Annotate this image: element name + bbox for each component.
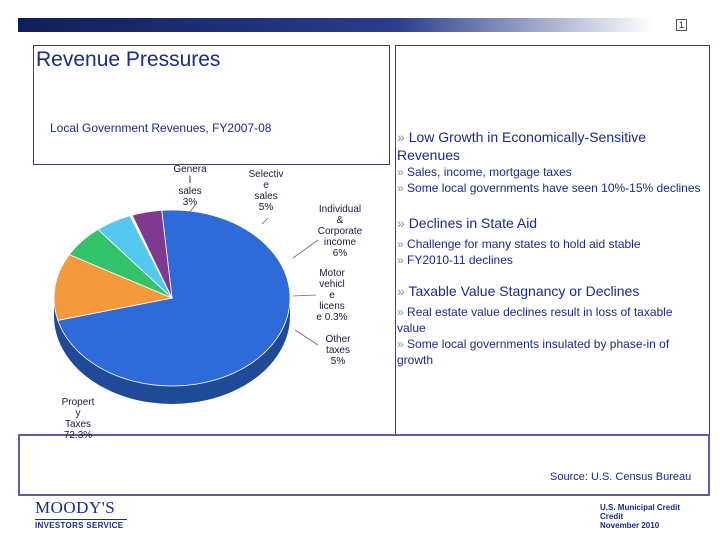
leader-line [261, 217, 269, 225]
slice-label: Selectiv e sales 5% [248, 169, 283, 213]
leader-line [189, 204, 196, 213]
bullet-marker: » [397, 181, 404, 195]
bullet-item-text: Real estate value declines result in los… [397, 305, 673, 335]
bullet-item: » Some local governments insulated by ph… [397, 336, 702, 368]
bullet-item: » Some local governments have seen 10%-1… [397, 180, 702, 196]
leader-line [292, 294, 317, 297]
bullet-heading-text: Declines in State Aid [408, 215, 538, 231]
bullet-heading: » Low Growth in Economically-Sensitive R… [397, 128, 702, 164]
slice-label: Propert y Taxes 72.3% [62, 397, 95, 441]
bullet-marker: » [397, 237, 404, 251]
bullet-item-text: FY2010-11 declines [407, 253, 513, 267]
bullet-heading: » Taxable Value Stagnancy or Declines [397, 282, 702, 300]
slice-label: Motor vehicl e licens e 0.3% [316, 268, 347, 323]
slice-label: Other taxes 5% [325, 334, 351, 367]
bullet-marker: » [397, 165, 404, 179]
footer-line-1: U.S. Municipal Credit [600, 503, 681, 512]
bullet-marker: » [397, 253, 404, 267]
footer-date: November 2010 [600, 521, 660, 530]
left-title-panel [33, 45, 390, 165]
bullet-item-text: Challenge for many states to hold aid st… [407, 237, 641, 251]
logo-subtitle: INVESTORS SERVICE [35, 521, 124, 530]
bullet-heading-text: Low Growth in Economically-Sensitive Rev… [397, 129, 647, 163]
bullet-heading: » Declines in State Aid [397, 214, 702, 232]
slice-label: Individual & Corporate income 6% [318, 204, 363, 259]
bullet-marker: » [397, 305, 404, 319]
bullet-item-text: Some local governments have seen 10%-15%… [407, 181, 701, 195]
footer-block: U.S. Municipal Credit Credit November 20… [600, 503, 680, 530]
bullet-item: » Sales, income, mortgage taxes [397, 164, 702, 180]
pie-slice [131, 209, 173, 299]
source-note: Source: U.S. Census Bureau [550, 471, 692, 483]
bullet-marker: » [397, 337, 404, 351]
top-banner [18, 18, 708, 32]
chart-title: Local Government Revenues, FY2007-08 [50, 121, 272, 135]
leader-line [294, 329, 319, 346]
bottom-panel [18, 434, 710, 496]
footer-line-2: Credit [600, 512, 624, 521]
bullet-marker: » [397, 283, 405, 299]
slide-title: Revenue Pressures [36, 48, 221, 71]
bullet-item: » Challenge for many states to hold aid … [397, 236, 702, 252]
pie-depth [54, 298, 290, 404]
right-bullets-panel [395, 45, 710, 436]
logo-name: MOODY'S [35, 498, 116, 517]
logo-rule [35, 519, 127, 520]
page-number: 1 [676, 19, 688, 31]
moodys-logo: MOODY'S INVESTORS SERVICE [35, 498, 127, 530]
bullet-list: » Low Growth in Economically-Sensitive R… [397, 124, 702, 368]
slice-label: Genera l sales 3% [173, 164, 207, 208]
bullet-item: » Real estate value declines result in l… [397, 304, 702, 336]
bullet-item-text: Sales, income, mortgage taxes [407, 165, 572, 179]
bullet-marker: » [397, 215, 405, 231]
pie-slice [53, 254, 174, 321]
bullet-heading-text: Taxable Value Stagnancy or Declines [408, 283, 640, 299]
bullet-item: » FY2010-11 declines [397, 252, 702, 268]
bullet-item-text: Some local governments insulated by phas… [397, 337, 670, 367]
bullet-marker: » [397, 129, 405, 145]
pie-slice [57, 209, 291, 387]
leader-line [292, 239, 319, 259]
